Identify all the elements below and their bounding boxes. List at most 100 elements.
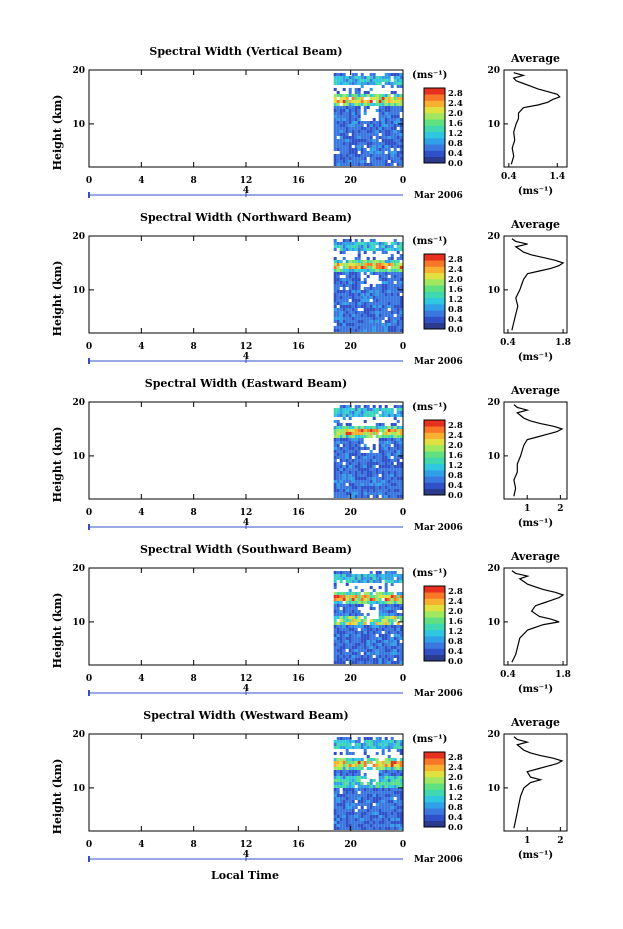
heatmap-cell [339,655,343,658]
average-y-tick-label: 20 [487,564,500,574]
heatmap-cell [366,483,370,486]
heatmap-cell [387,631,391,634]
heatmap-cell [375,290,379,293]
heatmap-cell [393,610,397,613]
heatmap-cell [354,293,358,296]
heatmap-cell [366,121,370,124]
heatmap-cell [390,483,394,486]
heatmap-cell [387,625,391,628]
heatmap-cell [345,471,349,474]
heatmap-cell [396,296,400,299]
heatmap-cell [369,782,373,785]
heatmap-cell [396,278,400,281]
heatmap-cell [351,284,355,287]
heatmap-cell [393,106,397,109]
heatmap-cell [339,290,343,293]
heatmap-cell [342,305,346,308]
heatmap-cell [390,818,394,821]
heatmap-cell [366,432,370,435]
heatmap-cell [381,148,385,151]
heatmap-cell [354,94,358,97]
heatmap-cell [339,426,343,429]
heatmap-cell [381,281,385,284]
heatmap-cell [390,115,394,118]
heatmap-cell [369,435,373,438]
heatmap-cell [384,308,388,311]
heatmap-cell [369,586,373,589]
heatmap-cell [366,263,370,266]
heatmap-cell [339,293,343,296]
heatmap-cell [384,619,388,622]
heatmap-cell [387,646,391,649]
heatmap-cell [336,160,340,163]
heatmap-cell [357,631,361,634]
heatmap-cell [336,326,340,329]
heatmap-cell [381,468,385,471]
heatmap-cell [399,761,403,764]
heatmap-cell [363,305,367,308]
heatmap-cell [342,109,346,112]
heatmap-cell [387,411,391,414]
colorbar-tick-label: 2.8 [448,421,463,431]
heatmap-cell [396,314,400,317]
heatmap-cell [363,616,367,619]
heatmap-cell [387,450,391,453]
heatmap-cell [399,79,403,82]
heatmap-cell [348,154,352,157]
colorbar-swatch [424,445,445,452]
heatmap-cell [381,408,385,411]
heatmap-cell [348,649,352,652]
colorbar-swatch [424,814,445,822]
heatmap-cell [357,818,361,821]
heatmap-cell [333,827,337,830]
heatmap-cell [375,477,379,480]
heatmap-cell [396,115,400,118]
panel-title: Spectral Width (Vertical Beam) [149,45,342,58]
heatmap-cell [372,486,376,489]
heatmap-cell [345,121,349,124]
heatmap-cell [378,577,382,580]
heatmap-cell [369,245,373,248]
heatmap-cell [357,453,361,456]
heatmap-cell [378,785,382,788]
heatmap-cell [348,411,352,414]
heatmap-cell [366,761,370,764]
heatmap-cell [336,640,340,643]
heatmap-cell [387,257,391,260]
heatmap-cell [357,655,361,658]
heatmap-cell [378,743,382,746]
average-y-tick-label: 10 [487,286,500,296]
average-line [510,72,561,165]
heatmap-cell [339,809,343,812]
heatmap-cell [387,767,391,770]
heatmap-cell [369,486,373,489]
heatmap-cell [336,435,340,438]
heatmap-cell [336,595,340,598]
heatmap-cell [372,82,376,85]
heatmap-cell [345,610,349,613]
heatmap-cell [378,610,382,613]
heatmap-cell [363,323,367,326]
heatmap-cell [354,607,358,610]
heatmap-cell [336,121,340,124]
heatmap-cell [339,637,343,640]
heatmap-cell [390,815,394,818]
heatmap-cell [357,740,361,743]
heatmap-cell [396,109,400,112]
heatmap-cell [375,631,379,634]
heatmap-cell [351,661,355,664]
heatmap-cell [360,471,364,474]
heatmap-cell [354,468,358,471]
colorbar-swatch [424,106,445,114]
heatmap-cell [366,320,370,323]
heatmap-cell [399,242,403,245]
heatmap-cell [348,634,352,637]
heatmap-cell [399,456,403,459]
heatmap-cell [363,477,367,480]
colorbar-swatch [424,470,445,477]
heatmap-cell [333,800,337,803]
heatmap-cell [390,779,394,782]
heatmap-cell [336,414,340,417]
heatmap-cell [348,432,352,435]
heatmap-cell [387,145,391,148]
